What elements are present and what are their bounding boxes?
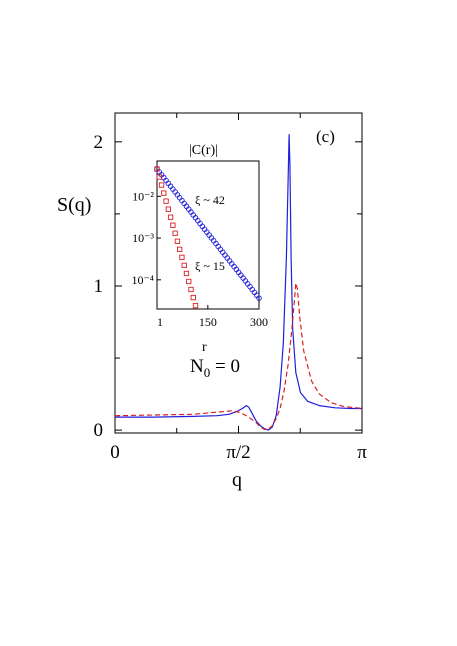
- inset-point-red: [172, 230, 178, 236]
- inset-point-red: [183, 270, 190, 277]
- n0-annotation: N0 = 0: [190, 356, 240, 380]
- inset-series-label-blue: ξ ~ 42: [195, 193, 225, 207]
- inset-point-red: [177, 246, 183, 252]
- y-tick-label: 1: [94, 276, 104, 297]
- x-axis-label: q: [232, 469, 242, 491]
- inset-y-tick-label: 10⁻⁴: [131, 273, 154, 287]
- inset-point-red: [167, 214, 174, 220]
- inset-point-red: [174, 238, 181, 244]
- inset-x-tick-label: 300: [250, 315, 268, 329]
- inset-point-red: [165, 206, 171, 212]
- inset-y-tick-label: 10⁻³: [132, 231, 154, 245]
- inset-y-tick-label: 10⁻²: [132, 189, 154, 203]
- inset-point-red: [186, 278, 192, 285]
- inset-point-red: [181, 262, 187, 269]
- inset-point-red: [179, 254, 185, 261]
- x-tick-label: 0: [110, 442, 120, 463]
- inset-x-tick-label: 1: [157, 315, 163, 329]
- inset-x-tick-label: 150: [199, 315, 217, 329]
- inset-point-red: [190, 294, 196, 301]
- inset-point-red: [170, 222, 176, 228]
- inset-point-blue: [256, 295, 262, 301]
- inset-point-red: [188, 286, 194, 293]
- inset-point-red: [156, 174, 162, 180]
- x-tick-label: π: [357, 442, 367, 463]
- y-tick-label: 0: [94, 420, 104, 441]
- x-tick-label: π/2: [226, 442, 250, 463]
- inset-x-label: r: [202, 340, 207, 355]
- inset-title: |C(r)|: [189, 143, 218, 158]
- inset-point-red: [163, 198, 169, 204]
- y-tick-label: 2: [94, 132, 104, 153]
- y-axis-label: S(q): [57, 194, 91, 216]
- inset-series-label-red: ξ ~ 15: [195, 259, 225, 273]
- inset-point-red: [154, 166, 160, 172]
- inset-point-red: [158, 182, 165, 188]
- panel-label: (c): [316, 127, 335, 146]
- series-line-red: [114, 282, 363, 430]
- inset-plot-frame: [156, 160, 260, 310]
- inset-point-red: [192, 302, 199, 309]
- inset-point-red: [161, 190, 167, 196]
